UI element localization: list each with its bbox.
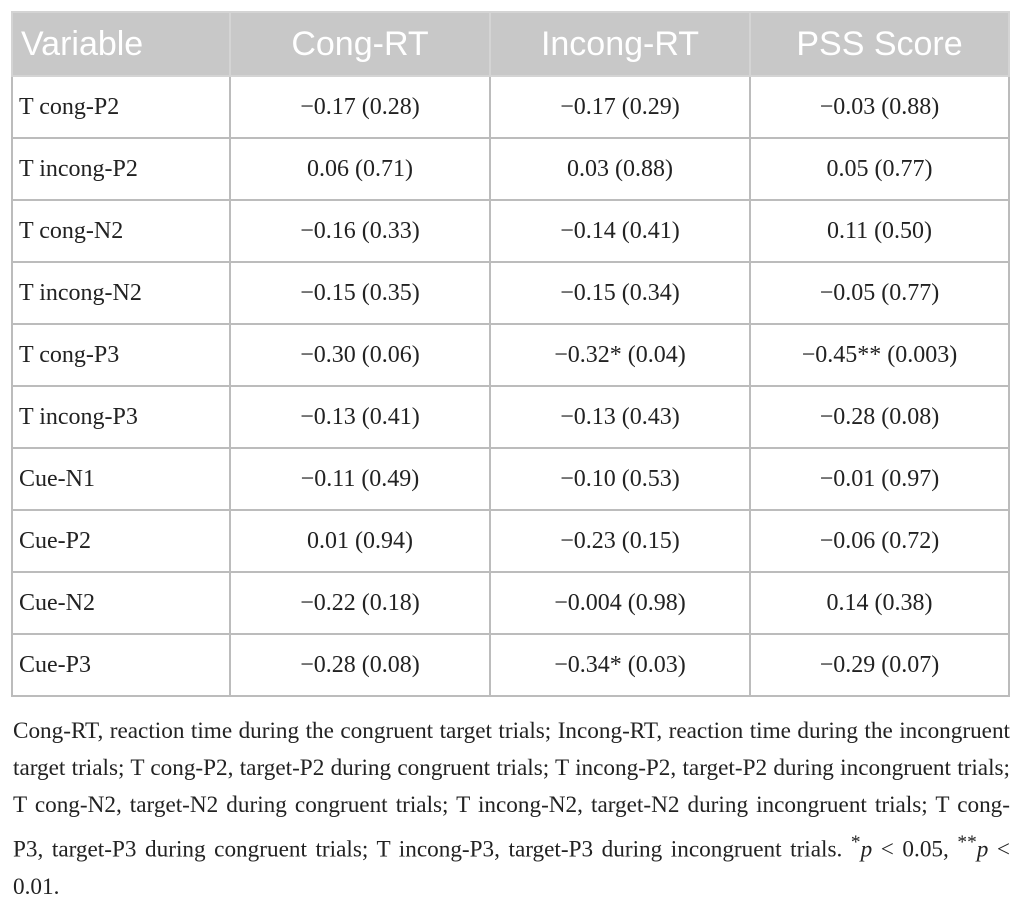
table-cell: −0.06 (0.72)	[749, 509, 1010, 573]
table-row: Cue-P2 0.01 (0.94) −0.23 (0.15) −0.06 (0…	[11, 509, 1010, 573]
significance-marker-single: *	[850, 832, 861, 853]
table-cell: −0.28 (0.08)	[229, 633, 491, 697]
table-cell: 0.05 (0.77)	[749, 137, 1010, 201]
table-cell: −0.004 (0.98)	[489, 571, 751, 635]
p-symbol: p	[860, 836, 873, 863]
table-cell: 0.01 (0.94)	[229, 509, 491, 573]
row-label: T incong-P2	[11, 137, 231, 201]
table-cell: −0.17 (0.28)	[229, 75, 491, 139]
significance-threshold-001: < 0.01.	[13, 836, 1010, 900]
significance-marker-double: **	[957, 832, 977, 853]
table-cell: 0.06 (0.71)	[229, 137, 491, 201]
table-header: Variable Cong-RT Incong-RT PSS Score	[11, 11, 1010, 77]
significance-threshold-005: < 0.05,	[872, 836, 958, 863]
column-header-variable: Variable	[11, 11, 231, 77]
table-cell: −0.14 (0.41)	[489, 199, 751, 263]
row-label: T incong-N2	[11, 261, 231, 325]
column-header-incong-rt: Incong-RT	[489, 11, 751, 77]
table-cell: −0.15 (0.34)	[489, 261, 751, 325]
table-row: T incong-P2 0.06 (0.71) 0.03 (0.88) 0.05…	[11, 137, 1010, 201]
row-label: T cong-N2	[11, 199, 231, 263]
table-cell: −0.22 (0.18)	[229, 571, 491, 635]
table-cell: −0.13 (0.41)	[229, 385, 491, 449]
row-label: T incong-P3	[11, 385, 231, 449]
table-cell: −0.34* (0.03)	[489, 633, 751, 697]
table-cell: −0.23 (0.15)	[489, 509, 751, 573]
table-row: T cong-N2 −0.16 (0.33) −0.14 (0.41) 0.11…	[11, 199, 1010, 263]
table-cell: −0.10 (0.53)	[489, 447, 751, 511]
correlation-table: Variable Cong-RT Incong-RT PSS Score T c…	[11, 11, 1010, 697]
row-label: Cue-P2	[11, 509, 231, 573]
table-row: Cue-N1 −0.11 (0.49) −0.10 (0.53) −0.01 (…	[11, 447, 1010, 511]
table-cell: 0.03 (0.88)	[489, 137, 751, 201]
table-cell: −0.15 (0.35)	[229, 261, 491, 325]
footnote-abbreviations: Cong-RT, reaction time during the congru…	[13, 718, 1010, 863]
row-label: Cue-N2	[11, 571, 231, 635]
table-row: Cue-N2 −0.22 (0.18) −0.004 (0.98) 0.14 (…	[11, 571, 1010, 635]
table-cell: 0.11 (0.50)	[749, 199, 1010, 263]
table-cell: −0.13 (0.43)	[489, 385, 751, 449]
table-row: T incong-N2 −0.15 (0.35) −0.15 (0.34) −0…	[11, 261, 1010, 325]
table-cell: 0.14 (0.38)	[749, 571, 1010, 635]
row-label: Cue-N1	[11, 447, 231, 511]
header-row: Variable Cong-RT Incong-RT PSS Score	[11, 11, 1010, 77]
row-label: Cue-P3	[11, 633, 231, 697]
table-row: T cong-P2 −0.17 (0.28) −0.17 (0.29) −0.0…	[11, 75, 1010, 139]
table-cell: −0.29 (0.07)	[749, 633, 1010, 697]
table-cell: −0.16 (0.33)	[229, 199, 491, 263]
table-cell: −0.01 (0.97)	[749, 447, 1010, 511]
row-label: T cong-P2	[11, 75, 231, 139]
row-label: T cong-P3	[11, 323, 231, 387]
table-cell: −0.03 (0.88)	[749, 75, 1010, 139]
table-cell: −0.30 (0.06)	[229, 323, 491, 387]
column-header-cong-rt: Cong-RT	[229, 11, 491, 77]
table-cell: −0.32* (0.04)	[489, 323, 751, 387]
table-row: T incong-P3 −0.13 (0.41) −0.13 (0.43) −0…	[11, 385, 1010, 449]
table-cell: −0.45** (0.003)	[749, 323, 1010, 387]
table-footnote: Cong-RT, reaction time during the congru…	[13, 713, 1010, 906]
table-cell: −0.11 (0.49)	[229, 447, 491, 511]
correlation-table-container: Variable Cong-RT Incong-RT PSS Score T c…	[11, 11, 1010, 697]
table-row: Cue-P3 −0.28 (0.08) −0.34* (0.03) −0.29 …	[11, 633, 1010, 697]
table-body: T cong-P2 −0.17 (0.28) −0.17 (0.29) −0.0…	[11, 75, 1010, 697]
column-header-pss-score: PSS Score	[749, 11, 1010, 77]
table-row: T cong-P3 −0.30 (0.06) −0.32* (0.04) −0.…	[11, 323, 1010, 387]
table-cell: −0.28 (0.08)	[749, 385, 1010, 449]
p-symbol: p	[976, 836, 989, 863]
table-cell: −0.17 (0.29)	[489, 75, 751, 139]
table-cell: −0.05 (0.77)	[749, 261, 1010, 325]
